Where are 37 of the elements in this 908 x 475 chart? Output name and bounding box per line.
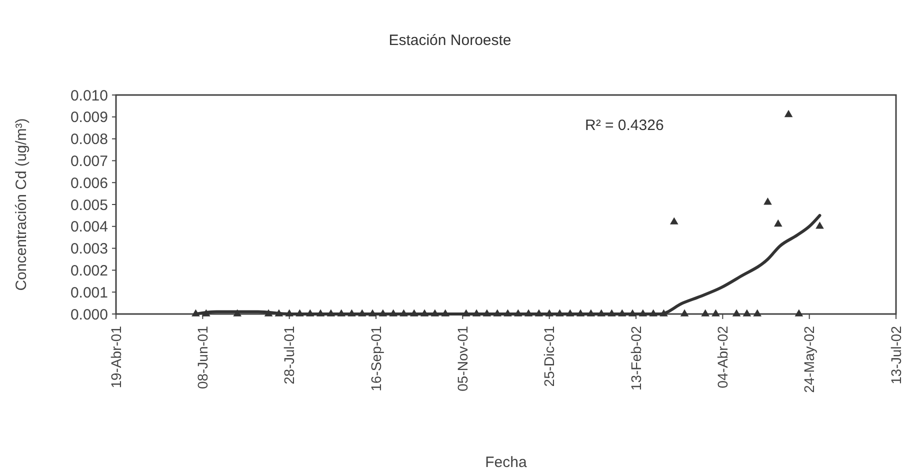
- y-tick-label: 0.006: [70, 174, 108, 192]
- point: [670, 217, 678, 224]
- y-tick-label: 0.000: [70, 306, 108, 324]
- point: [816, 222, 824, 229]
- x-tick-label: 04-Abr-02: [714, 326, 731, 388]
- y-tick-label: 0.010: [70, 87, 108, 104]
- x-tick-label: 24-May-02: [801, 326, 818, 393]
- point: [764, 198, 772, 205]
- y-tick-label: 0.008: [70, 131, 108, 148]
- point: [732, 309, 741, 316]
- x-tick-label: 16-Sep-01: [368, 326, 384, 392]
- chart-title: Estación Noroeste: [388, 32, 512, 49]
- x-tick-label: 13-Feb-02: [628, 326, 644, 391]
- x-tick-label: 13-Jul-02: [888, 326, 904, 384]
- y-tick-label: 0.005: [70, 196, 108, 214]
- point: [774, 219, 782, 227]
- x-tick-label: 28-Jul-01: [281, 326, 298, 384]
- y-tick-label: 0.001: [70, 284, 108, 302]
- y-tick-label: 0.002: [70, 262, 108, 280]
- y-tick-label: 0.009: [70, 109, 108, 126]
- x-tick-label: 25-Dic-01: [541, 326, 558, 387]
- point: [680, 309, 689, 316]
- y-tick-label: 0.007: [70, 152, 108, 170]
- x-tick-label: 08-Jun-01: [194, 326, 211, 390]
- point: [784, 110, 793, 118]
- point: [701, 309, 710, 316]
- x-axis-title: Fecha: [485, 454, 528, 471]
- y-axis-title: Concentración Cd (ug/m³): [13, 118, 30, 291]
- y-tick-label: 0.003: [70, 240, 108, 258]
- point: [794, 309, 804, 316]
- point: [742, 309, 752, 316]
- x-tick-label: 19-Abr-01: [108, 326, 124, 388]
- y-tick-label: 0.004: [70, 218, 108, 236]
- annotation: R² = 0.4326: [585, 117, 664, 134]
- point: [712, 309, 720, 316]
- x-tick-label: 05-Nov-01: [454, 326, 471, 392]
- point: [753, 309, 762, 316]
